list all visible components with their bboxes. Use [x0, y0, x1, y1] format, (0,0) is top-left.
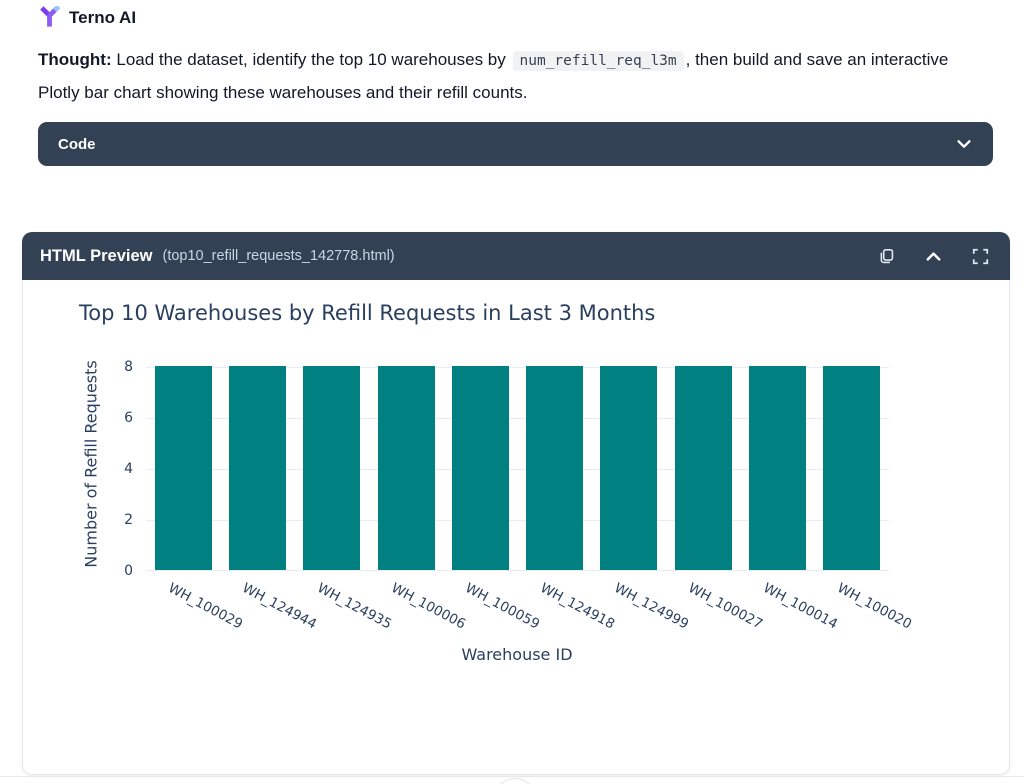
x-tick-label: WH_100020: [834, 580, 915, 633]
thought-label: Thought:: [38, 50, 112, 69]
preview-header: HTML Preview (top10_refill_requests_1427…: [22, 232, 1010, 280]
preview-filename: (top10_refill_requests_142778.html): [162, 248, 395, 264]
y-tick-label: 0: [124, 563, 133, 579]
x-tick-label: WH_100006: [388, 580, 469, 633]
bar-WH_100020[interactable]: [823, 366, 881, 570]
preview-toolbar: [875, 245, 992, 268]
x-tick-label: WH_124944: [239, 580, 320, 633]
bar-WH_100029[interactable]: [154, 366, 212, 570]
gridline: [146, 469, 889, 471]
y-tick-label: 8: [124, 359, 133, 376]
x-axis-title: Warehouse ID: [461, 645, 573, 664]
gridline: [146, 367, 889, 369]
bar-WH_124918[interactable]: [526, 366, 584, 570]
x-tick-label: WH_124935: [314, 580, 394, 633]
chevron-down-icon[interactable]: [955, 135, 973, 153]
bar-WH_124935[interactable]: [303, 366, 361, 570]
bar-WH_100006[interactable]: [377, 366, 435, 570]
y-tick-label: 2: [124, 512, 133, 529]
x-tick-label: WH_100014: [760, 580, 840, 633]
preview-title: HTML Preview: [40, 246, 153, 265]
app-name: Terno AI: [69, 7, 137, 27]
copy-button[interactable]: [875, 245, 898, 268]
code-accordion-toggle[interactable]: Code: [38, 122, 993, 166]
html-preview-panel: HTML Preview (top10_refill_requests_1427…: [22, 232, 1010, 775]
bar-WH_124944[interactable]: [228, 366, 286, 570]
terno-ai-logo-icon: [40, 6, 61, 27]
scroll-down-button[interactable]: [494, 778, 536, 784]
thought-after-code: , then build and save an interactive Plo…: [38, 50, 949, 102]
thought-text: Thought: Load the dataset, identify the …: [38, 44, 988, 108]
agent-header: Terno AI: [38, 6, 136, 29]
chart-title: Top 10 Warehouses by Refill Requests in …: [79, 301, 656, 325]
bar-WH_100059[interactable]: [451, 366, 509, 570]
collapse-button[interactable]: [922, 245, 945, 268]
collapse-icon: [926, 251, 941, 261]
x-tick-label: WH_100059: [462, 580, 543, 633]
x-tick-label: WH_124999: [611, 580, 692, 633]
code-accordion-label: Code: [58, 135, 96, 153]
plot-area[interactable]: [146, 357, 889, 571]
preview-body: Top 10 Warehouses by Refill Requests in …: [22, 280, 1010, 775]
x-tick-label: WH_100029: [165, 580, 246, 633]
bar-WH_100027[interactable]: [674, 366, 732, 570]
gridline: [146, 520, 889, 522]
fullscreen-button[interactable]: [969, 245, 992, 268]
bottom-divider: [0, 776, 1024, 777]
thought-before-code: Load the dataset, identify the top 10 wa…: [116, 50, 506, 69]
bar-WH_100014[interactable]: [749, 366, 807, 570]
gridline: [146, 418, 889, 420]
copy-icon: [880, 248, 894, 263]
y-tick-label: 6: [124, 410, 133, 427]
x-tick-label: WH_124918: [537, 580, 617, 633]
fullscreen-icon: [972, 248, 989, 264]
bar-WH_124999[interactable]: [600, 366, 658, 570]
y-tick-label: 4: [124, 461, 133, 478]
x-tick-label: WH_100027: [685, 580, 766, 633]
thought-code-chip: num_refill_req_l3m: [512, 51, 684, 71]
